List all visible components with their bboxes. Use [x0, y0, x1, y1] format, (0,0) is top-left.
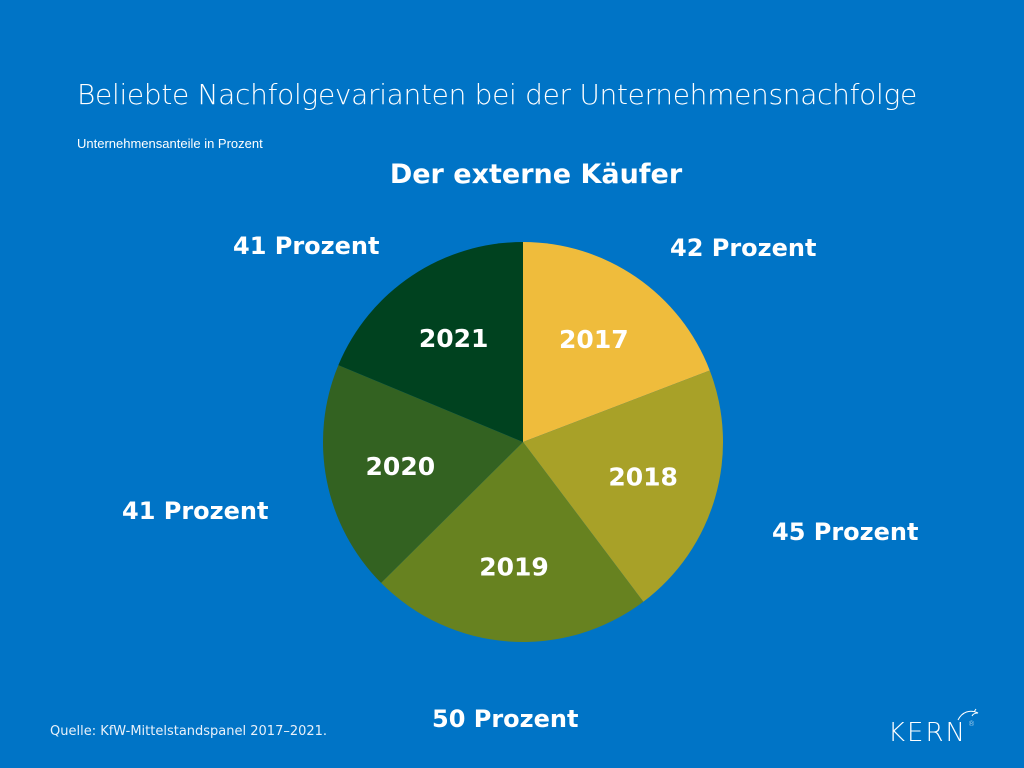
kern-logo: KERN ® — [888, 708, 979, 748]
pie-slice-2017 — [523, 242, 710, 442]
slice-label-2017: 2017 — [559, 325, 629, 354]
pie-slice-2018 — [523, 370, 723, 602]
pie-slice-2020 — [322, 365, 523, 583]
slice-label-2021: 2021 — [419, 324, 489, 353]
slice-label-2019: 2019 — [479, 553, 549, 582]
value-label-2019: 50 Prozent — [432, 705, 579, 733]
pie-slice-2019 — [381, 442, 644, 642]
source-note: Quelle: KfW-Mittelstandspanel 2017–2021. — [50, 724, 328, 739]
dolphin-icon — [957, 708, 979, 721]
value-label-2021: 41 Prozent — [233, 232, 380, 260]
slice-label-2020: 2020 — [366, 452, 436, 481]
value-label-2017: 42 Prozent — [670, 234, 817, 262]
logo-text: KERN — [888, 718, 967, 748]
value-label-2018: 45 Prozent — [772, 518, 919, 546]
pie-slice-2021 — [338, 241, 523, 442]
value-label-2020: 41 Prozent — [122, 497, 269, 525]
registered-mark: ® — [968, 720, 977, 728]
chart-title: Der externe Käufer — [389, 159, 683, 190]
slice-label-2018: 2018 — [608, 463, 678, 492]
page-subtitle: Unternehmensanteile in Prozent — [77, 136, 263, 151]
page-title: Beliebte Nachfolgevarianten bei der Unte… — [77, 78, 917, 111]
